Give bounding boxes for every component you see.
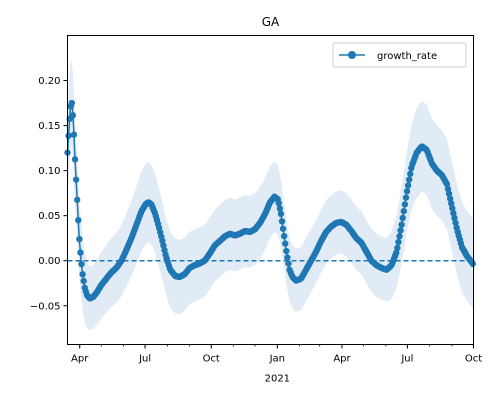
growth-rate-point: [405, 176, 413, 183]
growth-rate-point: [79, 271, 86, 278]
y-tick-label: 0.05: [38, 211, 60, 222]
growth-rate-point: [280, 232, 288, 240]
growth-rate-point: [399, 214, 406, 222]
x-tick-label: Oct: [203, 354, 220, 365]
growth-rate-point: [69, 112, 77, 119]
growth-rate-point: [279, 225, 287, 232]
growth-rate-point: [452, 219, 459, 226]
y-tick-label: 0.10: [38, 166, 60, 177]
growth-rate-point: [395, 238, 402, 246]
growth-rate-point: [404, 182, 412, 189]
growth-rate-point: [401, 201, 409, 208]
growth-rate-point: [469, 260, 476, 268]
growth-rate-point: [285, 260, 292, 267]
x-tick-label: Apr: [333, 354, 351, 365]
growth-rate-point: [282, 240, 289, 247]
growth-rate-point: [400, 207, 407, 215]
axes-layer: −0.05 0.00 0.05 0.10 0.15 0.20 Apr Jul Oct Jan Apr…: [30, 35, 482, 385]
growth-rate-point: [71, 156, 79, 163]
growth-rate-point: [450, 209, 457, 217]
chart-title: GA: [262, 15, 280, 29]
legend-frame: [332, 42, 467, 68]
growth-rate-point: [398, 221, 405, 228]
x-tick-label: Jan: [269, 354, 285, 365]
legend: growth_rate: [332, 42, 467, 68]
growth-rate-point: [443, 180, 451, 188]
plot-frame: [67, 35, 474, 345]
x-tick-label: Jul: [138, 354, 151, 365]
growth-rate-point: [72, 176, 80, 183]
growth-rate-point: [283, 247, 290, 255]
y-tick-label: 0.15: [38, 121, 60, 132]
growth-rate-point: [445, 190, 453, 197]
growth-rate-point: [449, 205, 456, 212]
growth-rate-point: [76, 235, 83, 243]
growth-rate-point: [397, 227, 404, 234]
growth-rate-point: [448, 200, 455, 207]
growth-rate-point: [78, 260, 85, 268]
growth-rate-point: [407, 170, 414, 178]
series-layer: [64, 99, 476, 302]
growth-rate-point: [446, 195, 454, 202]
y-tick-label: 0.20: [38, 76, 60, 87]
growth-rate-point: [77, 249, 84, 256]
growth-rate-point: [75, 216, 82, 224]
growth-rate-point: [451, 214, 458, 222]
y-tick-label: 0.00: [38, 256, 60, 267]
growth-rate-point: [284, 254, 291, 261]
x-year-label: 2021: [265, 374, 290, 385]
y-tick-label: −0.05: [30, 301, 61, 312]
growth-rate-point: [276, 205, 284, 212]
legend-marker-swatch: [348, 51, 356, 59]
growth-rate-point: [74, 196, 81, 204]
growth-rate-point: [402, 194, 410, 201]
x-tick-label: Oct: [465, 354, 482, 365]
growth-rate-point: [65, 132, 72, 139]
growth-rate-point: [275, 199, 282, 207]
x-tick-label: Apr: [71, 354, 89, 365]
growth-rate-point: [396, 233, 403, 240]
growth-rate-point: [278, 218, 286, 225]
legend-entry-growth-rate: growth_rate: [377, 51, 437, 62]
growth-rate-point: [68, 99, 76, 107]
growth-rate-point: [80, 277, 87, 285]
growth-rate-point: [403, 188, 411, 195]
x-tick-label: Jul: [400, 354, 413, 365]
growth-rate-point: [444, 185, 452, 193]
growth-rate-point: [277, 210, 285, 218]
growth-rate-point: [70, 131, 78, 138]
growth-rate-point: [393, 249, 400, 256]
growth-rate-point: [394, 244, 401, 252]
